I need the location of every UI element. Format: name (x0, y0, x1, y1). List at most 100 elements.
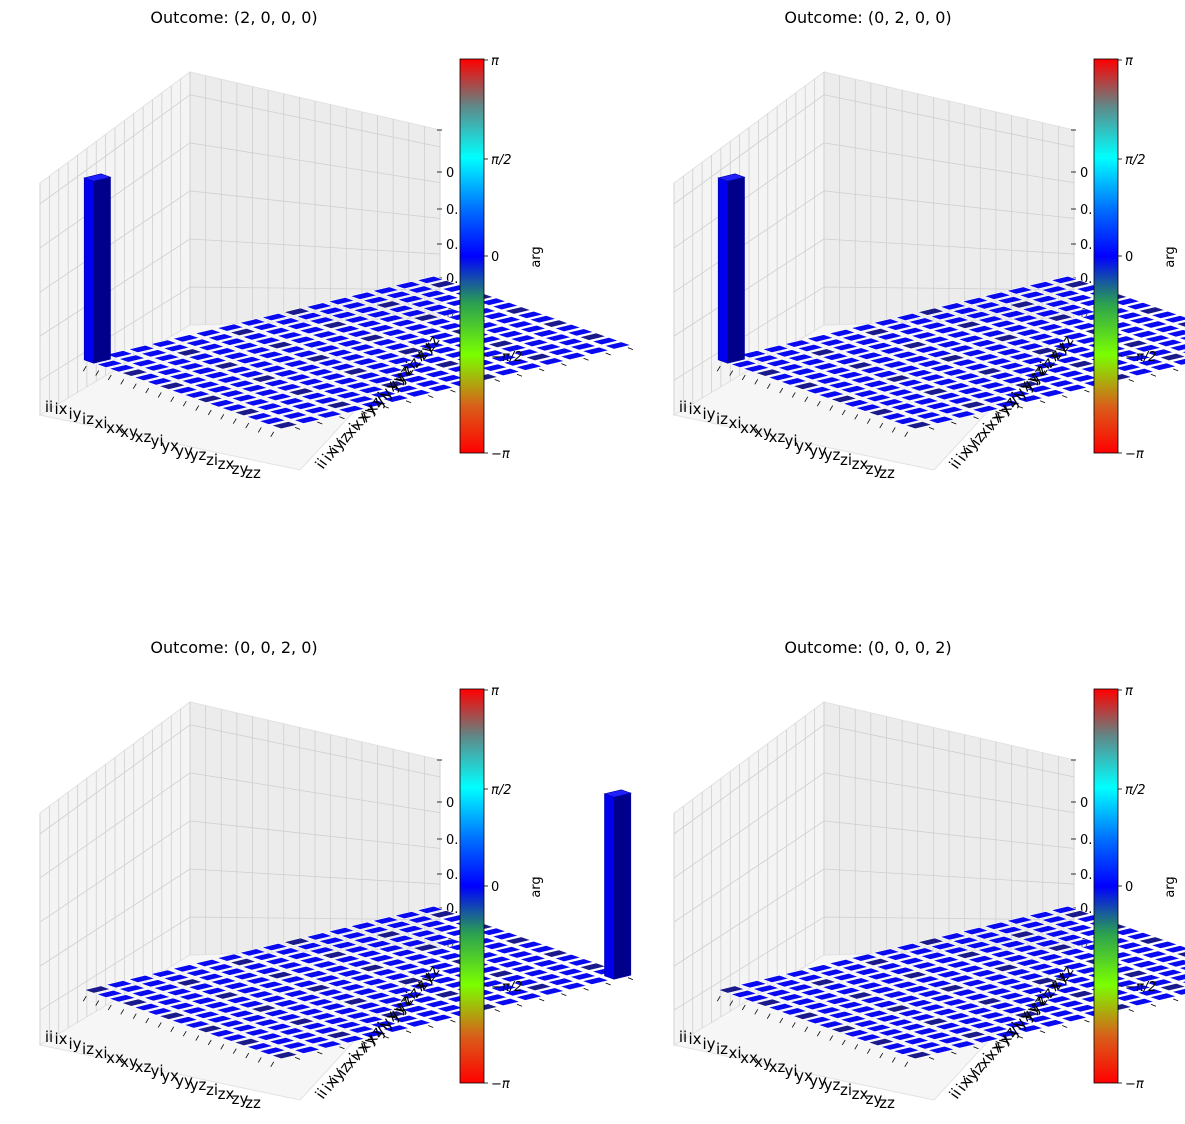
y-tick (1173, 368, 1179, 372)
bar (1058, 317, 1087, 327)
x-tick (816, 1030, 821, 1037)
bar (1034, 1005, 1064, 1014)
x-tick (82, 365, 87, 372)
bar (997, 362, 1026, 371)
bar (1034, 375, 1064, 384)
bar (429, 976, 459, 985)
bar (937, 354, 967, 363)
x-tick-label: xi (728, 414, 741, 432)
x-tick (779, 1017, 784, 1024)
bar (916, 937, 946, 946)
x-tick-label: yy (809, 1072, 827, 1090)
bar (270, 1051, 300, 1060)
x-tick-label: yx (795, 437, 813, 455)
bar (1044, 365, 1074, 374)
bar (341, 997, 370, 1006)
bar (334, 1021, 363, 1030)
bar (1022, 1000, 1051, 1009)
bar (291, 349, 320, 358)
grid-line (39, 142, 191, 249)
bar (975, 997, 1004, 1006)
bar (353, 1001, 383, 1010)
bar (502, 358, 531, 367)
bar (1023, 318, 1053, 328)
bar (1124, 932, 1154, 941)
bar (968, 391, 997, 400)
chart-title: Outcome: (0, 0, 2, 0) (150, 638, 317, 657)
bar (196, 342, 226, 352)
bar (194, 328, 223, 338)
x-tick-label: iy (702, 1035, 715, 1053)
bar (241, 962, 270, 971)
bar (568, 342, 598, 351)
x-tick-label: ix (54, 1030, 67, 1048)
bar (238, 318, 267, 327)
bar (951, 936, 980, 945)
bar (252, 1018, 281, 1027)
bar (334, 391, 363, 400)
bar (531, 959, 560, 968)
bar (1027, 281, 1057, 290)
bar (354, 949, 384, 958)
bar (258, 416, 287, 425)
colorbar-tick-label: 0 (491, 250, 499, 265)
bar (1030, 925, 1060, 934)
z-tick-label: 0. (446, 833, 458, 848)
bar (310, 960, 340, 969)
bar (388, 1000, 417, 1009)
x-tick (232, 1048, 237, 1054)
y-tick (583, 987, 589, 991)
x-tick-label: yy (809, 442, 827, 460)
bar (909, 961, 939, 970)
bar (1016, 342, 1046, 351)
bar (988, 319, 1018, 328)
bar (249, 1004, 279, 1013)
bar (1036, 953, 1065, 962)
bar (224, 365, 254, 374)
grid-line (673, 820, 825, 923)
bar (565, 328, 595, 337)
y-tick (1039, 400, 1046, 404)
bar (384, 920, 413, 929)
x-tick (245, 422, 250, 429)
x-tick-label: xz (135, 1058, 152, 1076)
bar (344, 1011, 373, 1020)
bar (316, 358, 345, 367)
bar (742, 994, 771, 1003)
x-tick-label: zi (840, 451, 852, 469)
bar (155, 997, 184, 1006)
bar (266, 341, 295, 350)
bar (914, 1041, 943, 1050)
bar (377, 314, 406, 323)
bar (250, 322, 280, 331)
bar (1126, 997, 1155, 1007)
bar (955, 1016, 985, 1025)
x-tick (120, 1009, 125, 1015)
bar (1013, 328, 1043, 337)
bar (1054, 355, 1083, 364)
bar (904, 1051, 934, 1060)
y-tick (928, 426, 935, 430)
x-tick-label: xz (769, 1058, 786, 1076)
bar (515, 940, 545, 949)
bar (267, 407, 297, 416)
bar (751, 354, 781, 363)
bar (993, 1029, 1022, 1038)
grid-line (39, 724, 191, 835)
bar (139, 979, 169, 988)
bar (256, 350, 286, 359)
bar (339, 931, 369, 940)
bar (880, 360, 910, 369)
bar (410, 365, 440, 374)
bar (486, 339, 516, 348)
bar (162, 343, 191, 353)
bar (375, 996, 405, 1005)
bar (233, 407, 262, 417)
bar (984, 357, 1014, 366)
bar (1149, 310, 1179, 319)
y-tick (494, 1009, 500, 1012)
grid-line (673, 916, 825, 1011)
x-tick-label: iy (68, 405, 81, 423)
bar (424, 317, 453, 327)
bar (986, 305, 1015, 314)
